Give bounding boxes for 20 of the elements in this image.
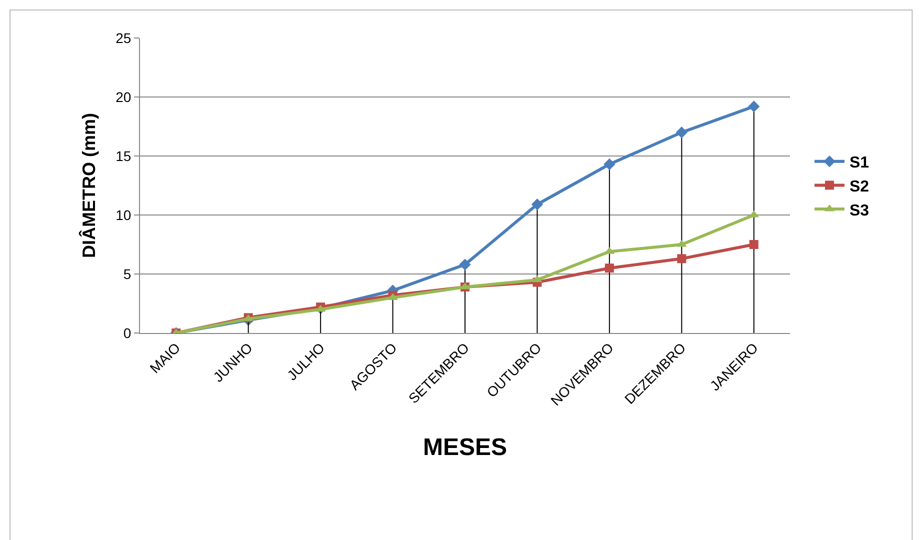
point: [604, 158, 616, 170]
y-tick-label: 0: [123, 324, 132, 341]
y-tick-label: 20: [116, 88, 132, 105]
legend-label: S1: [850, 154, 870, 172]
y-tick-label: 25: [116, 30, 132, 46]
point: [677, 254, 686, 264]
x-axis-title: MESES: [422, 434, 508, 461]
legend-label: S2: [850, 178, 870, 196]
point: [531, 198, 544, 210]
y-tick-label: 10: [116, 206, 132, 223]
point: [748, 100, 760, 112]
point: [676, 126, 688, 138]
y-axis-title: DIÂMETRO (mm): [78, 113, 99, 258]
y-tick-label: 5: [123, 266, 132, 282]
legend-label: S3: [850, 202, 870, 220]
y-tick-label: 15: [116, 148, 132, 164]
point: [604, 264, 614, 273]
point: [459, 258, 471, 270]
point: [532, 275, 542, 282]
point: [749, 240, 758, 249]
